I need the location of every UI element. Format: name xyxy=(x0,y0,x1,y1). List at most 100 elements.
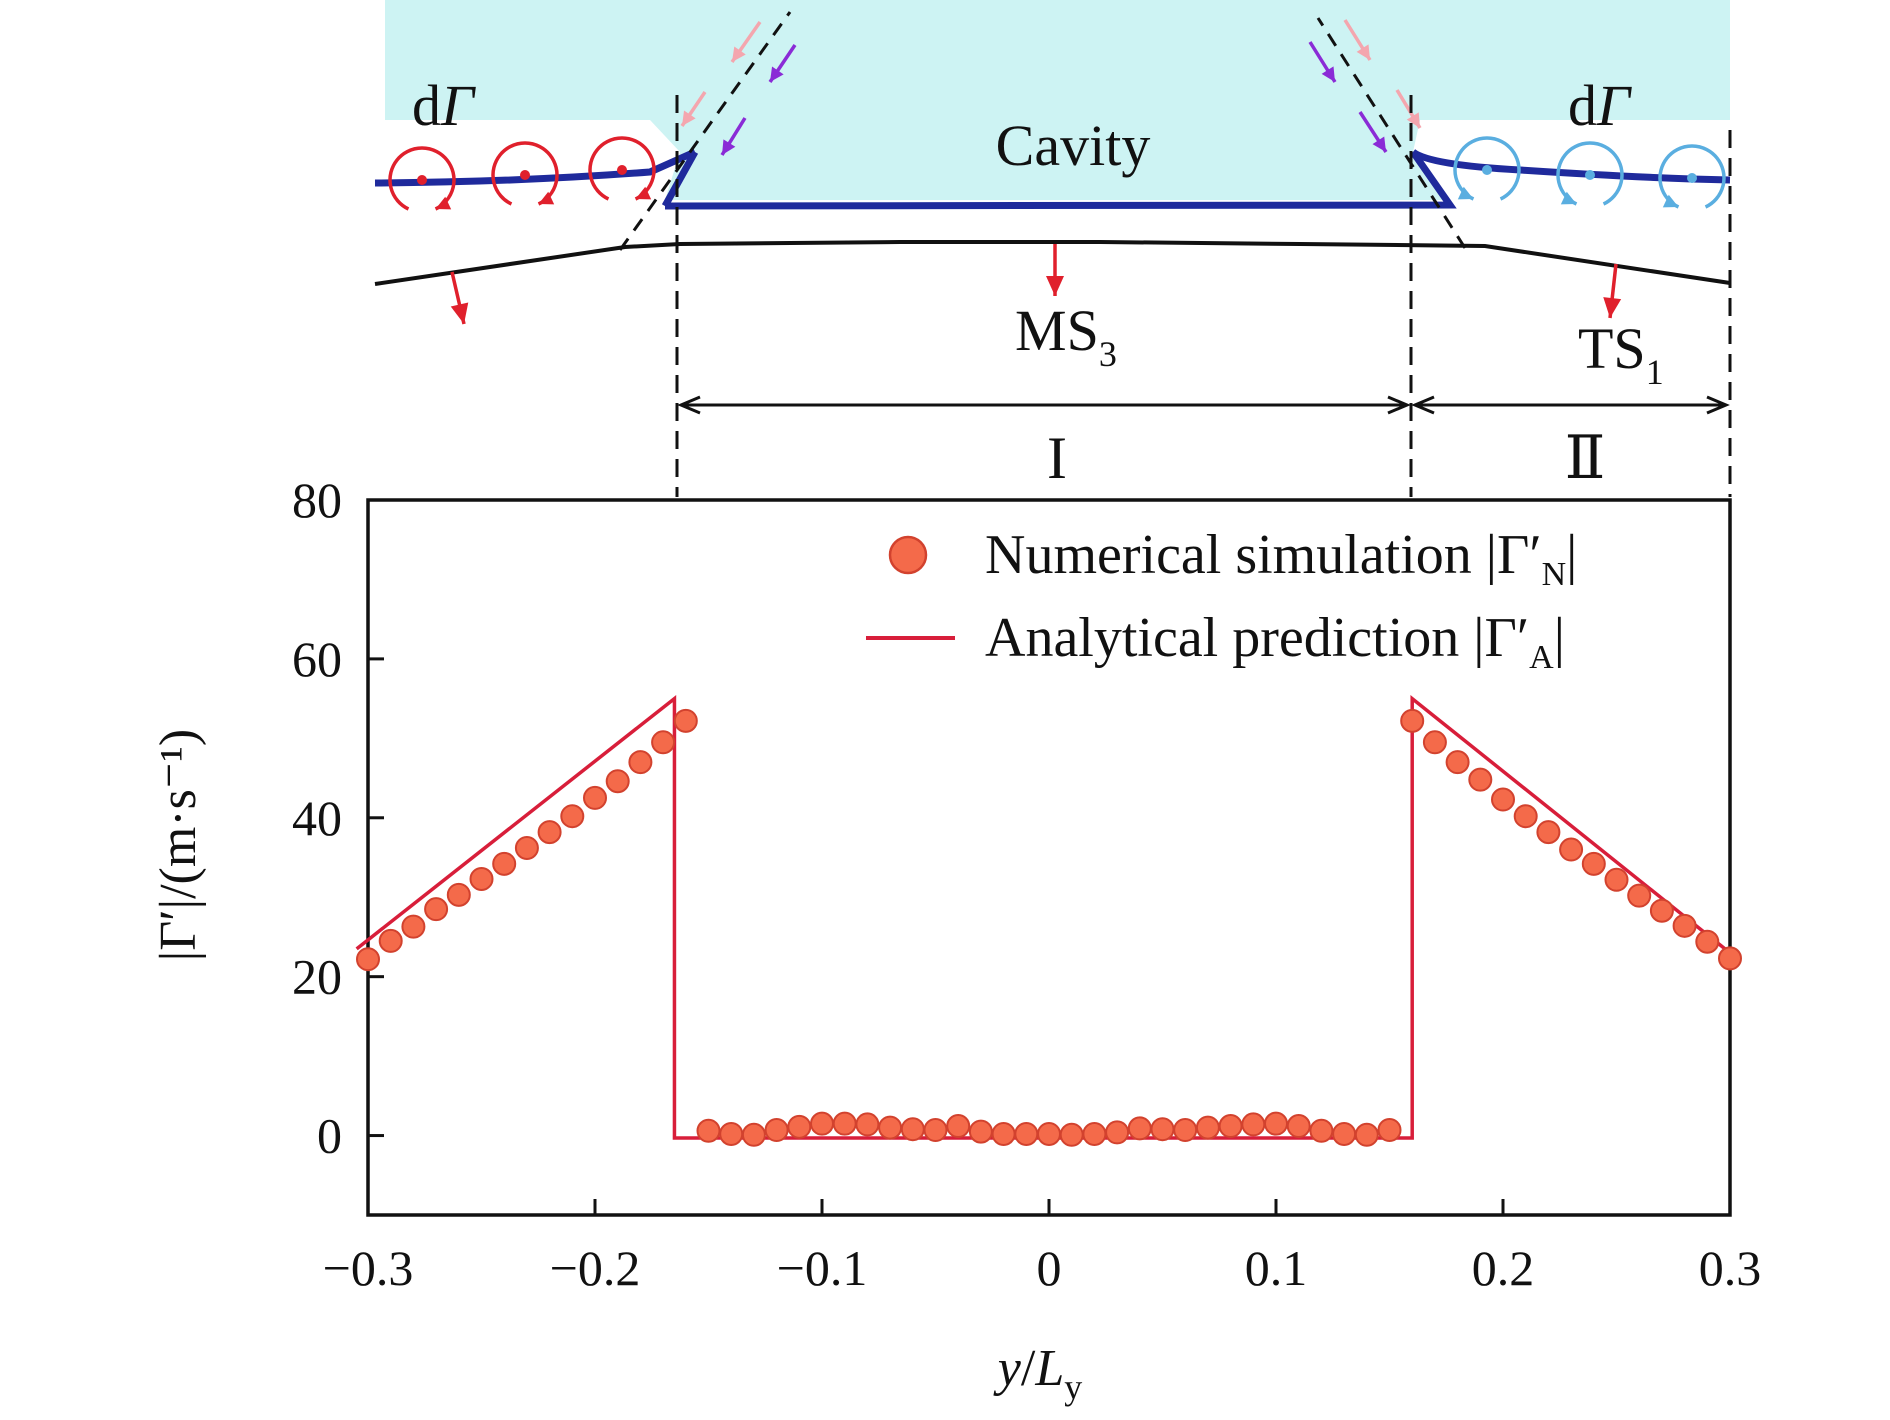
circulation-chart: −0.3 −0.2 −0.1 0 0.1 0.2 0.3 0 20 40 60 80 y/Ly |Γ… xyxy=(150,472,1761,1407)
cavity-region-body xyxy=(385,0,1730,200)
data-point xyxy=(1309,1118,1334,1143)
data-point xyxy=(1241,1112,1266,1137)
x-tick-label: 0 xyxy=(1037,1240,1062,1296)
data-point xyxy=(991,1121,1016,1146)
right-vortex-sheet xyxy=(1410,149,1731,184)
incident-wave-arrows xyxy=(680,19,1422,156)
vortex-markers xyxy=(388,136,1726,211)
data-point xyxy=(810,1111,834,1136)
data-point xyxy=(1105,1120,1130,1145)
data-point xyxy=(1672,913,1697,938)
data-point xyxy=(1559,837,1584,862)
vortex-ccw-icon xyxy=(1658,144,1726,209)
data-point xyxy=(764,1117,789,1142)
y-tick-label: 0 xyxy=(317,1108,342,1164)
data-point xyxy=(424,897,449,922)
dashed-arrow-icon xyxy=(720,117,747,156)
data-point xyxy=(1354,1122,1379,1147)
region-1-span xyxy=(677,395,1411,415)
data-point xyxy=(560,804,585,829)
data-point xyxy=(1014,1121,1039,1146)
x-axis-title: y/Ly xyxy=(993,1340,1082,1407)
data-point xyxy=(1377,1117,1402,1142)
data-point xyxy=(719,1121,744,1146)
vortex-cw-icon xyxy=(491,141,559,206)
data-point xyxy=(514,835,539,860)
data-point xyxy=(1037,1121,1061,1146)
x-tick-label: 0.2 xyxy=(1472,1240,1535,1296)
analytical-series xyxy=(355,694,1732,1140)
numerical-series xyxy=(356,708,1742,1147)
data-point xyxy=(1332,1121,1357,1146)
data-point xyxy=(1400,708,1425,733)
data-point xyxy=(1536,820,1561,845)
data-point xyxy=(946,1114,971,1139)
left-dashed-diagonal xyxy=(618,11,792,251)
cavity-left-edge xyxy=(661,150,699,208)
right-dashed-diagonal xyxy=(1316,17,1467,249)
right-circulation-label: dΓ xyxy=(1568,73,1632,138)
displacement-arrows xyxy=(450,244,1622,325)
dashed-arrow-icon xyxy=(1343,19,1372,61)
x-tick-label: 0.1 xyxy=(1245,1240,1308,1296)
vortex-ccw-icon xyxy=(1556,141,1624,206)
dashed-arrow-icon xyxy=(1358,111,1388,153)
data-point xyxy=(1445,750,1470,775)
legend: Numerical simulation |Γ′N| Analytical pr… xyxy=(866,524,1577,676)
dashed-arrow-icon xyxy=(730,20,762,64)
data-point xyxy=(968,1119,993,1144)
x-tick-label: 0.3 xyxy=(1699,1240,1762,1296)
region-1-label: I xyxy=(1047,425,1067,491)
y-axis-title: |Γ′|/(m·s⁻¹) xyxy=(150,729,207,961)
data-point xyxy=(696,1118,721,1143)
ms-label: MS3 xyxy=(1015,298,1117,374)
data-point xyxy=(378,928,403,953)
legend-marker-numerical xyxy=(888,535,928,575)
x-tick-label: −0.1 xyxy=(777,1240,868,1296)
data-point xyxy=(1059,1122,1084,1147)
y-tick-label: 80 xyxy=(292,472,342,528)
data-point xyxy=(1581,851,1606,876)
legend-label-analytical: Analytical prediction |Γ′A| xyxy=(985,607,1565,676)
data-point xyxy=(469,866,494,891)
dashed-arrow-icon xyxy=(1308,41,1337,83)
vortex-cw-icon xyxy=(588,136,656,201)
y-tick-label: 20 xyxy=(292,949,342,1005)
data-point xyxy=(787,1114,812,1139)
data-point xyxy=(356,947,380,972)
dashed-arrow-icon xyxy=(680,91,707,127)
region-2-span xyxy=(1411,395,1730,415)
data-point xyxy=(1422,730,1447,755)
x-tick-label: −0.2 xyxy=(550,1240,641,1296)
ts-label: TS1 xyxy=(1578,316,1664,392)
data-point xyxy=(1173,1117,1198,1142)
dashed-arrow-icon xyxy=(1395,89,1422,129)
data-point xyxy=(1218,1114,1243,1139)
data-point xyxy=(923,1117,948,1142)
x-tick-label: −0.3 xyxy=(323,1240,414,1296)
cavity-bottom-line xyxy=(664,149,1457,210)
data-point xyxy=(537,820,562,845)
arrow-down-icon xyxy=(1046,244,1064,296)
left-circulation-label: dΓ xyxy=(412,73,476,138)
data-point xyxy=(1286,1114,1311,1139)
data-point xyxy=(1195,1115,1220,1140)
data-point xyxy=(628,750,653,775)
data-point xyxy=(1127,1116,1152,1141)
y-tick-label: 60 xyxy=(292,631,342,687)
data-point xyxy=(605,769,630,794)
analytical-line xyxy=(355,694,1732,1140)
arrow-down-icon xyxy=(1603,263,1622,319)
data-point xyxy=(583,785,607,810)
data-point xyxy=(832,1111,857,1136)
data-point xyxy=(1491,787,1515,812)
data-point xyxy=(878,1115,903,1140)
data-point xyxy=(1627,883,1652,908)
cavity-schematic: dΓ dΓ Cavity MS3 TS1 I Ⅱ xyxy=(374,0,1732,497)
data-point xyxy=(446,882,471,907)
data-point xyxy=(492,851,517,876)
vortex-cw-icon xyxy=(388,146,456,211)
x-axis-ticks: −0.3 −0.2 −0.1 0 0.1 0.2 0.3 xyxy=(323,1199,1762,1296)
legend-label-numerical: Numerical simulation |Γ′N| xyxy=(985,524,1577,593)
